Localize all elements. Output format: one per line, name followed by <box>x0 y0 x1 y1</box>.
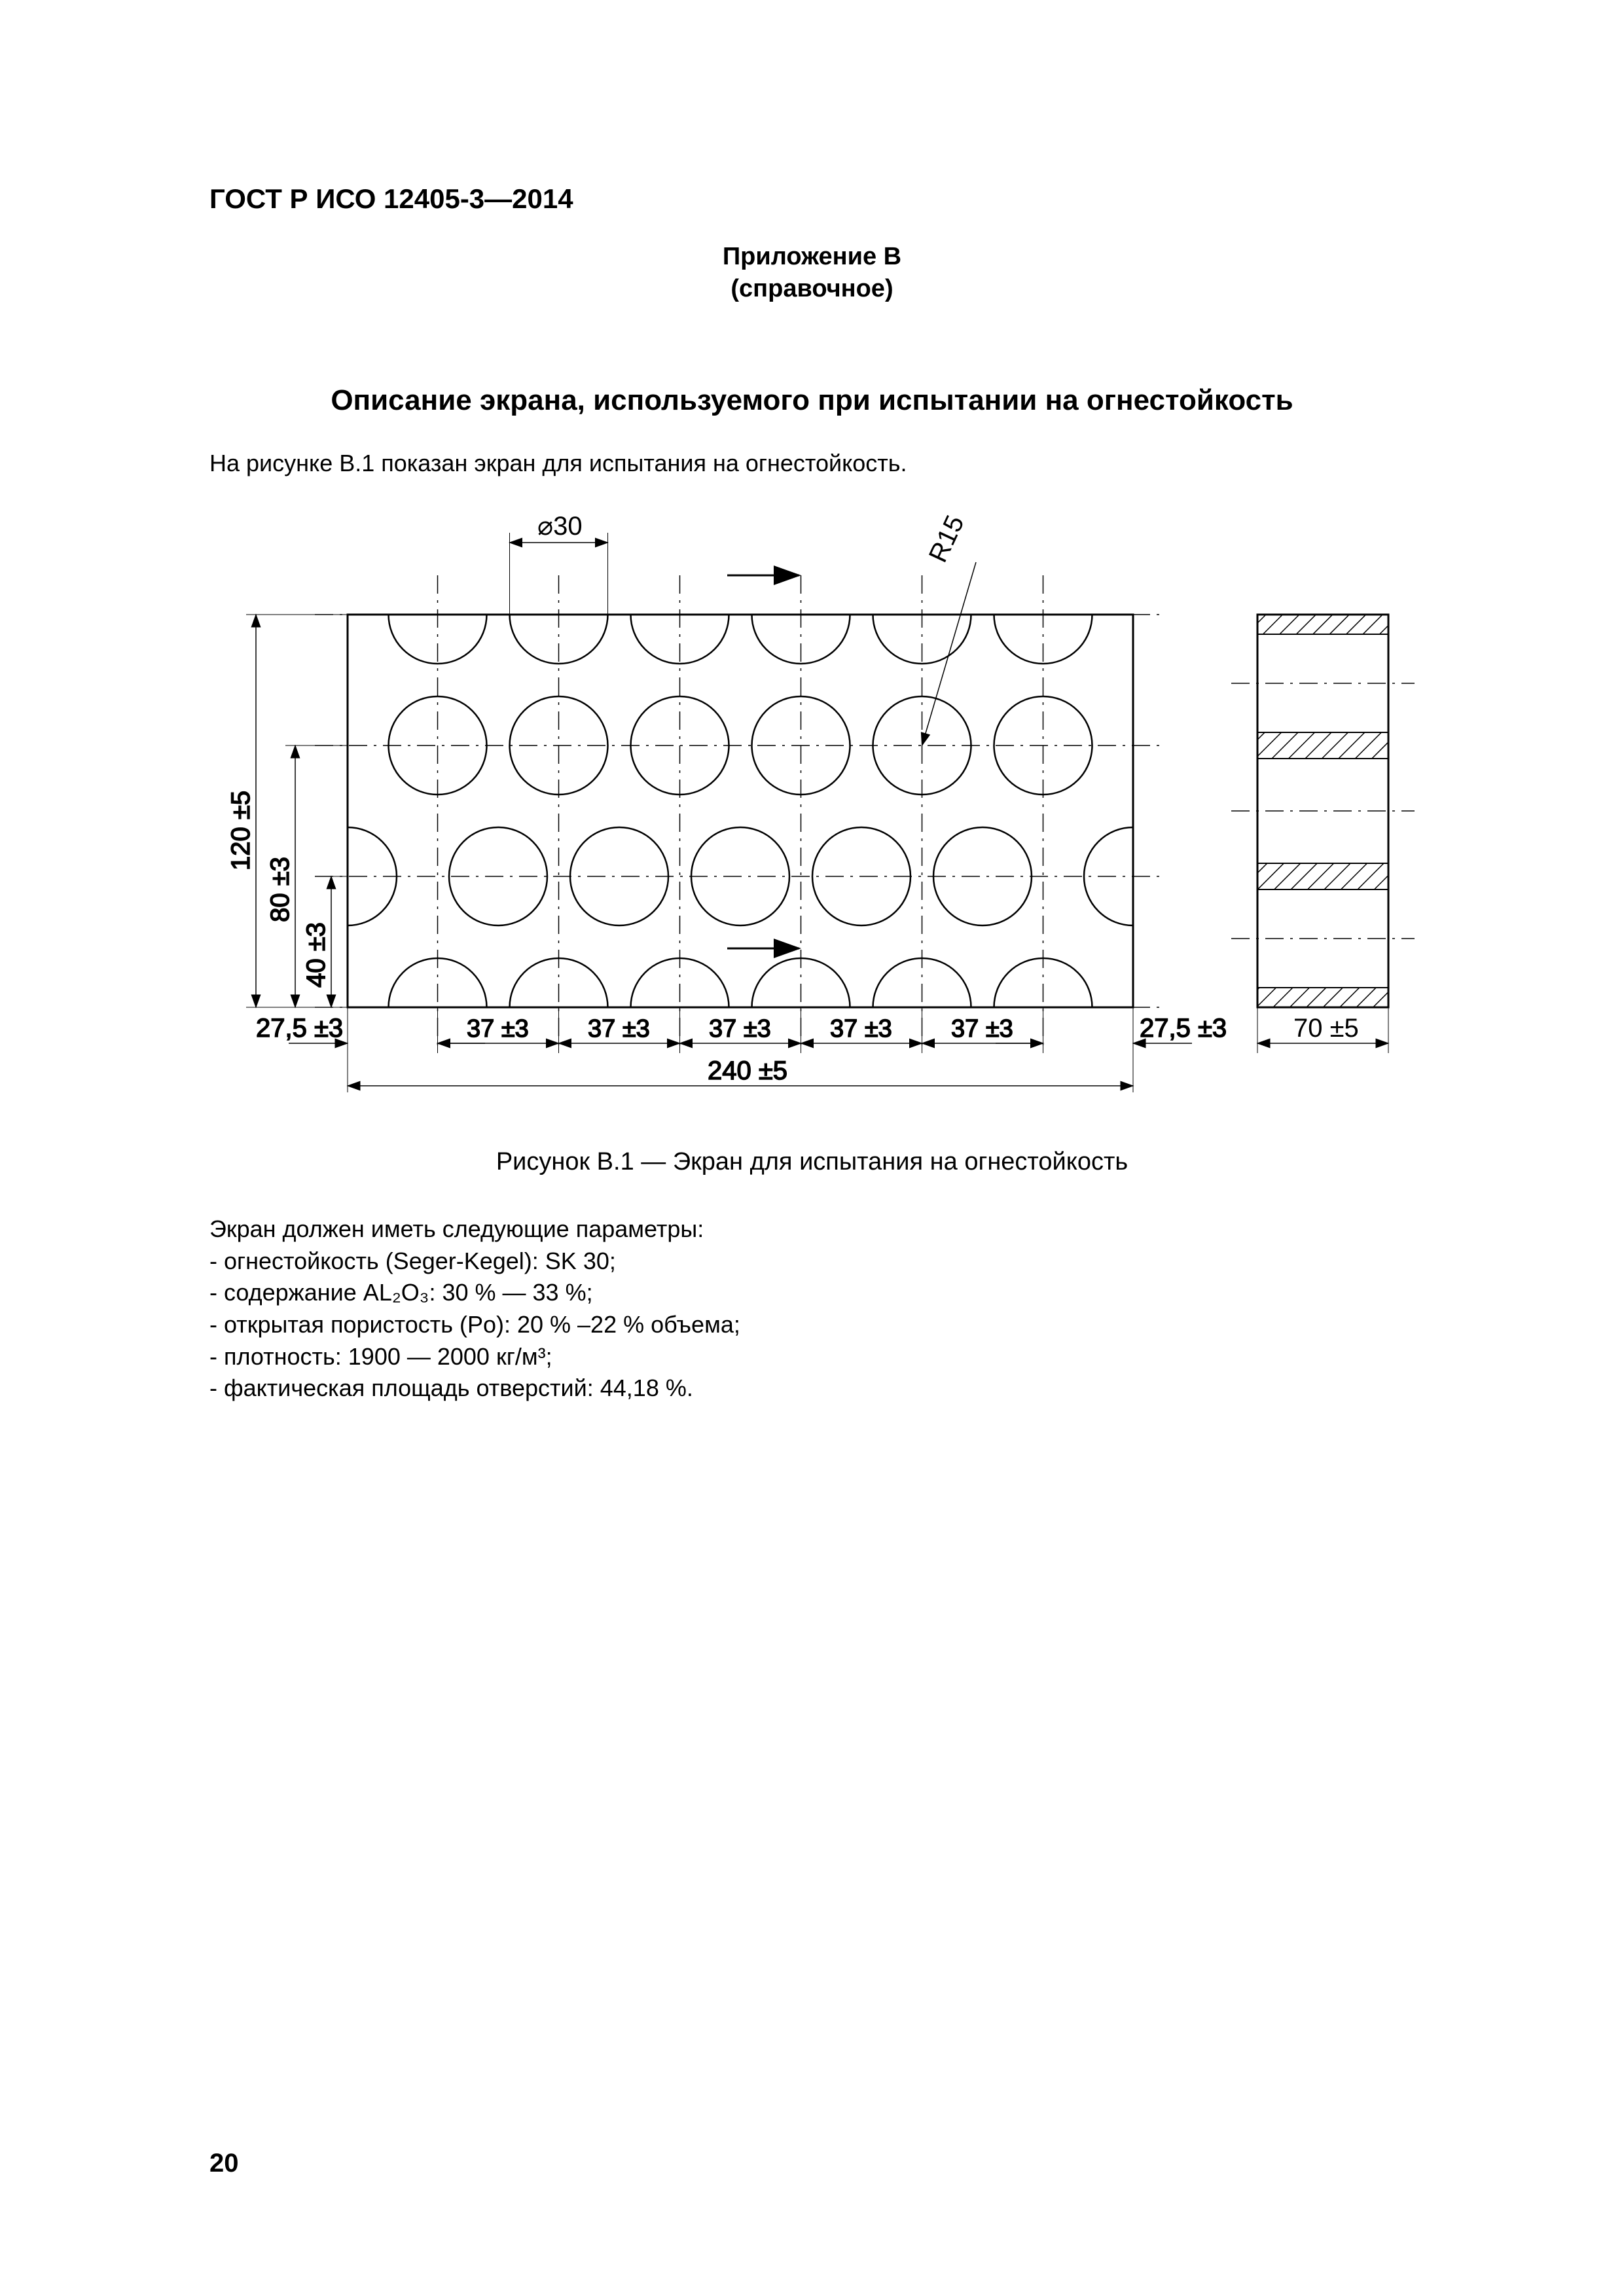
param-item: содержание AL₂O₃: 30 % — 33 %; <box>209 1277 1415 1309</box>
param-item: открытая пористость (Po): 20 % –22 % объ… <box>209 1309 1415 1341</box>
dim-heights: 120 ±5 80 ±3 40 ±3 <box>226 615 348 1007</box>
dim-p2: 37 ±3 <box>588 1015 650 1043</box>
dim-p5: 37 ±3 <box>951 1015 1013 1043</box>
dim-w240-label: 240 ±5 <box>708 1056 787 1085</box>
dim-p3: 37 ±3 <box>709 1015 771 1043</box>
dim-diameter: ⌀30 <box>509 512 607 615</box>
dim-p1: 37 ±3 <box>467 1015 529 1043</box>
dim-side-label: 70 ±5 <box>1293 1014 1359 1043</box>
params-list: огнестойкость (Seger-Kegel): SK 30; соде… <box>209 1246 1415 1405</box>
params-intro: Экран должен иметь следующие параметры: <box>209 1215 1415 1243</box>
appendix-line1: Приложение В <box>723 243 901 270</box>
front-view <box>315 575 1166 1047</box>
dim-h120-label: 120 ±5 <box>226 791 255 870</box>
document-code: ГОСТ Р ИСО 12405-3—2014 <box>209 183 1415 215</box>
appendix-heading: Приложение В (справочное) <box>209 241 1415 306</box>
dim-r15-label: R15 <box>923 511 969 567</box>
param-item: плотность: 1900 — 2000 кг/м³; <box>209 1341 1415 1373</box>
side-view: 70 ±5 <box>1231 615 1415 1053</box>
dim-dia-label: ⌀30 <box>537 512 583 541</box>
section-title: Описание экрана, используемого при испыт… <box>209 384 1415 417</box>
param-item: огнестойкость (Seger-Kegel): SK 30; <box>209 1246 1415 1278</box>
figure-caption: Рисунок В.1 — Экран для испытания на огн… <box>209 1148 1415 1176</box>
figure-b1: ⌀30 R15 120 ±5 80 ±3 40 ± <box>209 503 1415 1109</box>
appendix-line2: (справочное) <box>731 275 893 302</box>
dim-p4: 37 ±3 <box>830 1015 892 1043</box>
dim-h40-label: 40 ±3 <box>302 922 331 988</box>
technical-drawing: ⌀30 R15 120 ±5 80 ±3 40 ± <box>210 503 1415 1105</box>
intro-text: На рисунке В.1 показан экран для испытан… <box>209 450 1415 477</box>
dim-bottom: 27,5 ±3 37 ±3 37 ±3 37 ±3 37 ±3 37 ±3 27… <box>256 1007 1227 1092</box>
dim-radius: R15 <box>922 511 976 745</box>
page: ГОСТ Р ИСО 12405-3—2014 Приложение В (сп… <box>0 0 1624 2296</box>
dim-edge-left-label: 27,5 ±3 <box>256 1014 343 1043</box>
param-item: фактическая площадь отверстий: 44,18 %. <box>209 1372 1415 1405</box>
page-number: 20 <box>209 2149 239 2178</box>
dim-edge-right-label: 27,5 ±3 <box>1140 1014 1227 1043</box>
dim-h80-label: 80 ±3 <box>266 857 295 922</box>
